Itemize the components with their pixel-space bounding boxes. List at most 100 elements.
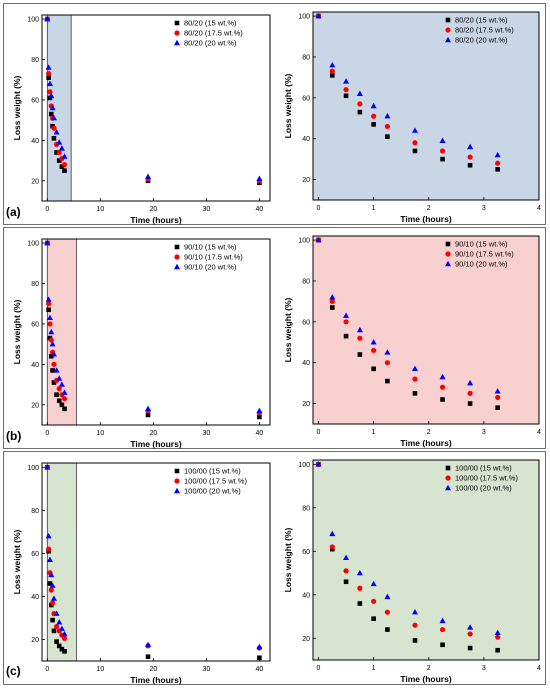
data-point [257,655,262,661]
data-point [412,638,418,643]
data-point [256,643,263,650]
x-tick-label: 4 [537,429,541,436]
legend-label: 90/10 (20 wt.%) [455,260,508,269]
data-point [256,407,263,414]
data-point [357,601,363,606]
x-axis-label: Time (hours) [130,675,181,685]
data-point [62,649,67,654]
data-point [49,582,56,588]
legend-marker [174,39,180,46]
chart-c-right: 0 1 2 3 4 20 40 60 80 100 Time (hours) Loss weight … [283,459,541,684]
data-point [48,111,54,117]
data-point [412,376,418,382]
x-tick-label: 10 [96,666,104,673]
plot-frame [312,11,540,201]
data-point [145,654,151,659]
data-point [48,571,55,578]
data-point [439,617,446,624]
legend-label: 100/00 (20 wt.%) [184,487,241,496]
data-point [51,628,57,634]
y-tick-label: 80 [302,505,310,512]
legend-marker [445,17,451,23]
data-point [411,608,418,615]
x-tick-label: 30 [202,206,210,213]
y-tick-label: 40 [31,362,39,369]
y-tick-label: 20 [31,178,39,185]
data-point [467,390,473,396]
data-point [44,239,51,246]
data-point [47,321,53,327]
x-tick-label: 1 [372,205,376,212]
data-point [343,87,349,93]
x-axis-label: Time (hours) [130,215,181,225]
data-point [440,397,445,402]
data-point [357,335,363,341]
data-point [371,347,377,354]
data-point [61,389,68,395]
data-point [59,646,65,652]
legend-marker [445,27,451,33]
data-point [370,339,377,345]
y-tick-label: 20 [302,401,310,408]
data-point [494,629,501,636]
data-point [56,139,63,145]
data-point [329,305,335,310]
data-point [59,402,65,408]
y-tick-label: 60 [302,549,310,556]
data-point [370,102,377,109]
data-point [357,109,363,115]
plot-background [313,12,539,200]
data-point [53,367,60,373]
data-point [54,639,59,644]
data-point [61,162,68,168]
data-point [343,579,349,585]
data-point [412,622,418,628]
x-tick-label: 10 [96,430,104,437]
legend-label: 100/00 (17.5 wt.%) [455,474,518,483]
data-point [384,609,391,615]
data-point [50,600,56,606]
data-point [440,642,445,648]
data-point [343,78,350,84]
data-point [49,340,56,347]
data-point [46,314,53,321]
data-point [343,333,349,339]
data-point [411,127,418,133]
x-tick-label: 2 [427,205,431,212]
legend-label: 90/10 (15 wt.%) [455,240,508,249]
data-point [58,381,65,387]
x-tick-label: 4 [537,665,541,672]
y-tick-label: 80 [31,508,39,515]
data-point [439,384,446,390]
data-point [45,296,52,302]
data-point [467,645,473,651]
data-point [384,123,391,130]
y-tick-label: 20 [31,402,39,409]
x-axis-label: Time (hours) [400,674,451,684]
data-point [47,581,53,586]
y-tick-label: 100 [27,241,39,248]
data-point [343,93,349,99]
data-point [257,414,262,420]
data-point [58,145,65,151]
data-point [329,530,336,537]
data-point [356,569,363,576]
y-tick-label: 80 [31,57,39,64]
x-tick-label: 0 [317,429,321,436]
data-point [467,624,474,630]
data-point [412,391,418,396]
data-point [494,151,501,158]
data-point [384,360,391,366]
data-point [50,114,57,121]
data-point [56,643,62,649]
legend-marker [174,244,180,250]
data-point [48,328,55,335]
y-tick-label: 100 [298,14,310,21]
x-tick-label: 0 [317,205,321,212]
plot-frame [41,14,271,202]
data-point [62,168,67,173]
data-point [145,641,152,648]
chart-c-left: 0 10 20 30 40 20 40 60 80 100 Time (hours) Loss wei… [12,462,271,685]
data-point [46,301,52,307]
data-point [56,149,62,156]
